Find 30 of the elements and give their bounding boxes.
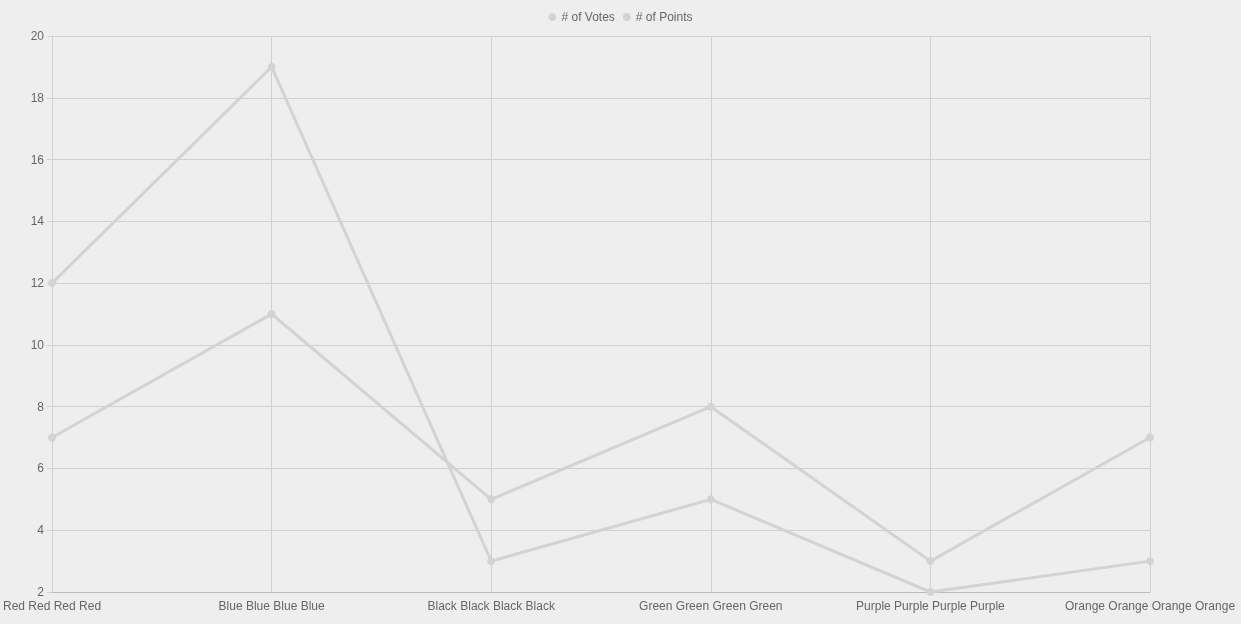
point [706, 402, 715, 411]
y-tick-label: 14 [30, 214, 45, 229]
point [706, 495, 715, 504]
point [487, 557, 496, 566]
y-tick-label: 2 [37, 585, 45, 599]
point [487, 495, 496, 504]
point [267, 310, 276, 318]
legend-label: # of Points [635, 10, 693, 24]
x-tick-label: Purple Purple Purple Purple [856, 599, 1006, 613]
x-tick-label: Orange Orange Orange Orange [1064, 599, 1236, 613]
y-tick-label: 18 [30, 90, 45, 105]
y-tick-label: 20 [30, 29, 45, 43]
x-tick-label: Blue Blue Blue Blue [218, 599, 325, 613]
point [1146, 557, 1154, 566]
y-tick-label: 10 [30, 337, 45, 352]
y-tick-label: 12 [30, 276, 45, 291]
y-tick-label: 8 [37, 399, 45, 414]
y-tick-label: 6 [37, 461, 45, 476]
legend-label: # of Votes [561, 10, 615, 24]
x-tick-label: Green Green Green Green [639, 599, 783, 613]
point [926, 588, 935, 596]
point [1146, 433, 1154, 442]
x-tick-label: Red Red Red Red [3, 599, 102, 613]
y-tick-label: 4 [37, 523, 45, 538]
point [926, 557, 935, 566]
point [267, 62, 276, 71]
x-tick-label: Black Black Black Black [427, 599, 556, 613]
point [48, 279, 57, 288]
point [48, 433, 57, 442]
y-tick-label: 16 [30, 152, 45, 167]
